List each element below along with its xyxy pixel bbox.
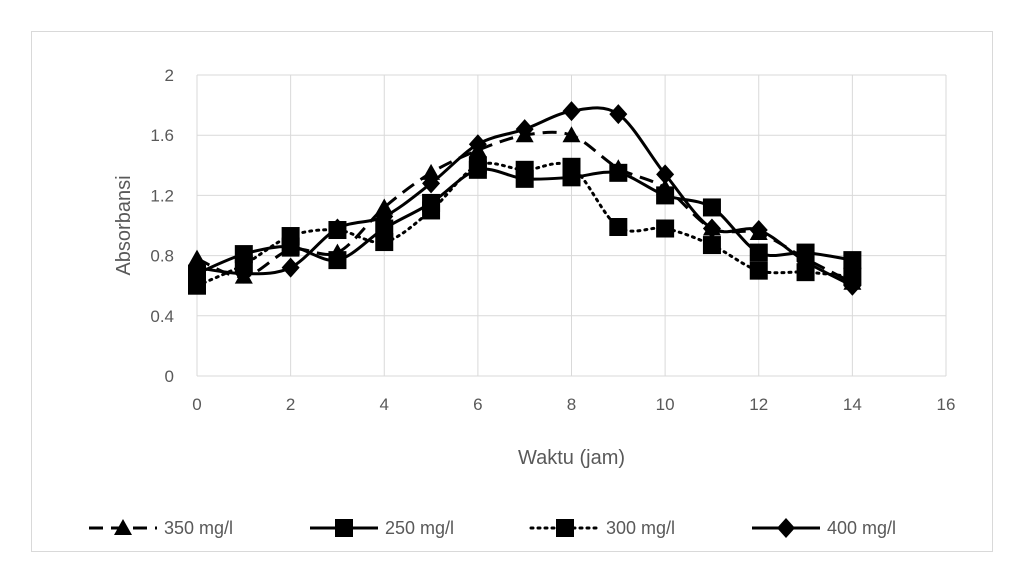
data-point-triangle xyxy=(422,163,441,180)
y-tick-label: 1.6 xyxy=(150,126,174,145)
x-tick-label: 16 xyxy=(937,395,956,414)
y-tick-label: 0 xyxy=(165,367,174,386)
data-point-square xyxy=(234,245,253,264)
data-point-triangle xyxy=(375,198,394,215)
data-point-diamond xyxy=(656,164,675,185)
data-point-square xyxy=(562,168,581,187)
data-point-diamond xyxy=(749,220,768,241)
data-point-square xyxy=(749,243,768,262)
data-point-diamond xyxy=(422,173,441,194)
data-point-square xyxy=(843,251,862,270)
data-point-square xyxy=(468,160,487,179)
data-point-triangle xyxy=(188,249,206,266)
y-tick-label: 0.8 xyxy=(150,247,174,266)
x-tick-label: 2 xyxy=(286,395,295,414)
data-point-square xyxy=(609,163,628,182)
y-tick-label: 0.4 xyxy=(150,307,174,326)
data-point-diamond xyxy=(515,119,534,140)
x-tick-label: 8 xyxy=(567,395,576,414)
axes: 0 2 4 6 8 10 12 14 16 0 0.4 0.8 1.2 1.6 2 xyxy=(150,66,955,414)
data-point-diamond xyxy=(562,101,581,122)
data-point-square xyxy=(375,233,394,252)
legend: 350 mg/l 250 mg/l 300 mg/l 400 mg/l xyxy=(89,518,896,538)
data-point-square xyxy=(702,236,721,255)
data-point-square xyxy=(515,169,534,188)
data-point-square xyxy=(281,237,300,256)
data-point-diamond xyxy=(188,257,206,278)
legend-label: 350 mg/l xyxy=(164,518,233,538)
data-point-square xyxy=(749,261,768,280)
data-point-square xyxy=(702,198,721,217)
data-point-diamond xyxy=(234,263,253,284)
x-tick-label: 4 xyxy=(380,395,389,414)
data-point-square xyxy=(328,251,347,270)
legend-marker-diamond xyxy=(777,518,795,538)
data-point-square xyxy=(422,193,441,212)
data-point-diamond xyxy=(796,251,815,272)
data-point-triangle xyxy=(562,126,581,143)
line-chart: 0 2 4 6 8 10 12 14 16 0 0.4 0.8 1.2 1.6 2 Absorbansi W… xyxy=(89,66,955,538)
data-point-square xyxy=(656,186,675,205)
legend-marker-square xyxy=(556,519,574,537)
x-axis-label: Waktu (jam) xyxy=(518,447,625,469)
legend-marker-square xyxy=(335,519,353,537)
y-tick-label: 2 xyxy=(165,66,174,85)
data-point-diamond xyxy=(375,206,394,227)
data-point-diamond xyxy=(609,104,628,125)
data-point-diamond xyxy=(468,134,487,155)
x-tick-label: 10 xyxy=(656,395,675,414)
data-point-square xyxy=(375,219,394,238)
data-point-diamond xyxy=(702,218,721,239)
y-axis-label: Absorbansi xyxy=(113,175,135,275)
data-point-square xyxy=(796,263,815,282)
chart-area: 0 2 4 6 8 10 12 14 16 0 0.4 0.8 1.2 1.6 2 Absorbansi W… xyxy=(31,31,993,552)
x-tick-label: 12 xyxy=(749,395,768,414)
x-tick-label: 6 xyxy=(473,395,482,414)
legend-marker-triangle xyxy=(114,519,132,535)
data-point-square xyxy=(609,218,628,237)
legend-label: 250 mg/l xyxy=(385,518,454,538)
y-tick-label: 1.2 xyxy=(150,186,174,205)
data-point-square xyxy=(656,219,675,238)
legend-label: 300 mg/l xyxy=(606,518,675,538)
x-tick-label: 0 xyxy=(192,395,201,414)
markers-group xyxy=(188,101,862,296)
data-point-diamond xyxy=(843,275,862,296)
x-tick-label: 14 xyxy=(843,395,862,414)
data-point-diamond xyxy=(328,218,347,239)
legend-label: 400 mg/l xyxy=(827,518,896,538)
data-point-diamond xyxy=(281,257,300,278)
